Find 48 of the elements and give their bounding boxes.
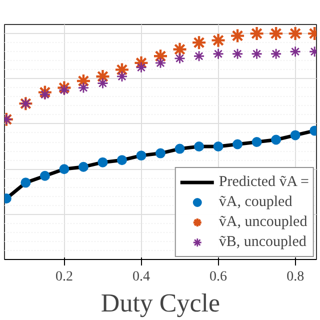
point	[174, 52, 186, 64]
x-tick-label: 0.2	[55, 270, 73, 284]
point	[154, 57, 166, 69]
point	[40, 170, 50, 181]
point	[251, 48, 262, 60]
legend-label: ṽB, uncoupled	[218, 234, 306, 250]
x-axis-title: Duty Cycle	[100, 288, 220, 318]
point	[56, 80, 72, 96]
point	[290, 130, 300, 140]
point	[230, 28, 246, 44]
point	[194, 142, 204, 152]
legend-label: ṽA, coupled	[218, 194, 292, 210]
point	[232, 48, 244, 60]
point	[98, 157, 108, 168]
point	[271, 134, 282, 145]
point	[78, 82, 90, 94]
point	[288, 26, 303, 42]
point	[97, 78, 108, 89]
point	[58, 84, 70, 96]
point	[136, 62, 147, 74]
point	[212, 48, 224, 60]
point	[59, 164, 70, 174]
point	[270, 48, 282, 60]
point	[174, 144, 185, 154]
point	[78, 162, 88, 172]
point	[193, 50, 205, 62]
point	[116, 70, 128, 82]
point	[156, 148, 166, 158]
point	[136, 150, 146, 161]
point	[37, 84, 53, 100]
point	[232, 139, 243, 150]
point	[39, 88, 51, 100]
point	[213, 142, 224, 152]
legend-label: ṽA, uncoupled	[218, 214, 308, 230]
point	[210, 32, 226, 48]
x-tick-label: 0.8	[286, 270, 304, 284]
legend-label: Predicted ṽA =	[218, 174, 309, 190]
point	[116, 155, 127, 166]
point	[290, 46, 302, 58]
point	[20, 178, 31, 188]
point	[191, 34, 207, 50]
point	[268, 26, 284, 42]
point	[172, 42, 188, 57]
point	[114, 62, 130, 78]
x-tick-label: 0.4	[132, 270, 150, 284]
x-tick-label: 0.6	[210, 270, 228, 284]
point	[252, 137, 262, 147]
point	[249, 26, 264, 42]
